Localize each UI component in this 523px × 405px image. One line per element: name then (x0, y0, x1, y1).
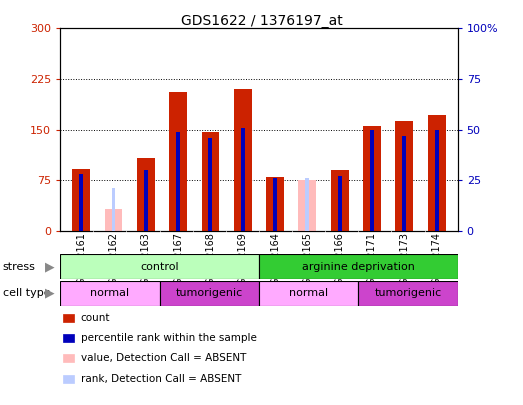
Text: cell type: cell type (3, 288, 50, 298)
Text: rank, Detection Call = ABSENT: rank, Detection Call = ABSENT (81, 374, 241, 384)
Text: ▶: ▶ (46, 287, 55, 300)
Bar (370, 130, 374, 231)
Text: normal: normal (289, 288, 328, 298)
Bar (72, 169, 90, 231)
Text: value, Detection Call = ABSENT: value, Detection Call = ABSENT (81, 354, 246, 363)
Bar (60, 254, 259, 279)
Bar (176, 132, 180, 231)
Bar (435, 130, 439, 231)
Bar (331, 170, 348, 231)
Bar (259, 254, 458, 279)
Bar (234, 89, 252, 231)
Text: tumorigenic: tumorigenic (374, 288, 441, 298)
Bar (395, 121, 413, 231)
Bar (259, 281, 358, 306)
Bar (402, 136, 406, 231)
Bar (144, 170, 147, 231)
Bar (160, 281, 259, 306)
Bar (201, 132, 219, 231)
Text: control: control (140, 262, 179, 272)
Bar (358, 281, 458, 306)
Bar (305, 178, 309, 231)
Bar (266, 177, 284, 231)
Bar (363, 126, 381, 231)
Bar (79, 174, 83, 231)
Text: ▶: ▶ (46, 261, 55, 274)
Bar (111, 188, 116, 231)
Text: GDS1622 / 1376197_at: GDS1622 / 1376197_at (180, 14, 343, 28)
Text: normal: normal (90, 288, 129, 298)
Bar (299, 180, 316, 231)
Text: stress: stress (3, 262, 36, 272)
Bar (273, 178, 277, 231)
Bar (169, 92, 187, 231)
Bar (241, 128, 245, 231)
Text: count: count (81, 313, 110, 323)
Bar (105, 209, 122, 231)
Text: tumorigenic: tumorigenic (176, 288, 243, 298)
Text: percentile rank within the sample: percentile rank within the sample (81, 333, 256, 343)
Text: arginine deprivation: arginine deprivation (302, 262, 415, 272)
Bar (428, 115, 446, 231)
Bar (338, 176, 342, 231)
Bar (60, 281, 160, 306)
Bar (209, 138, 212, 231)
Bar (137, 158, 155, 231)
